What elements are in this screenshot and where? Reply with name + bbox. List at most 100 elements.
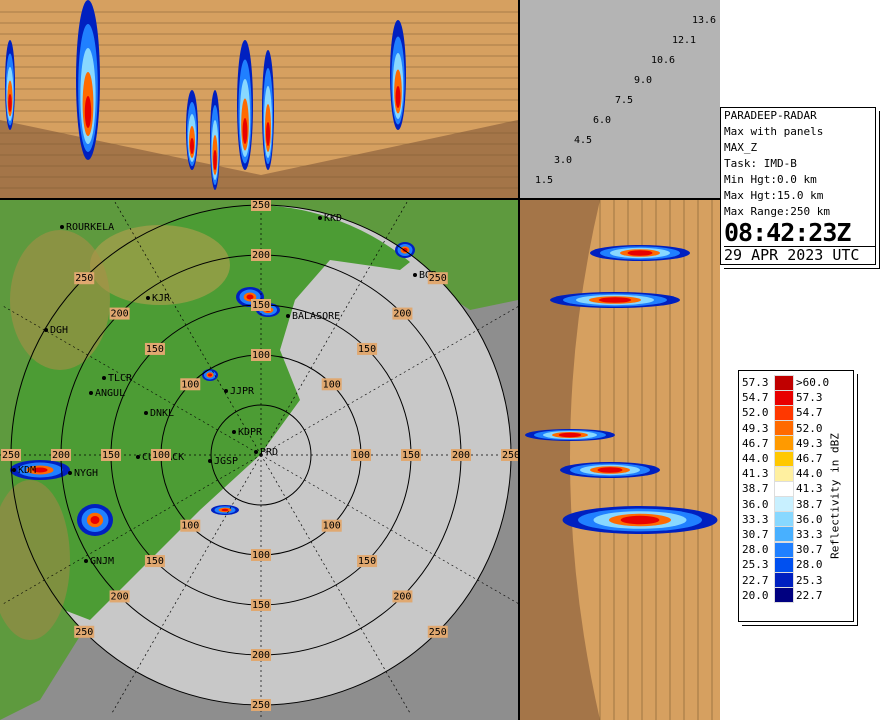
radial (113, 200, 262, 456)
station-label: DGH (50, 325, 68, 336)
radar-display: ROURKELAKKDBGRKJRBALASOREDGHTLCRANGULDNK… (0, 0, 720, 720)
legend-rows: 57.3 >60.0 54.7 57.3 52.0 54.7 49.3 52.0 46.7 49.… (742, 374, 830, 604)
legend-high: 46.7 (796, 452, 823, 466)
range-label-bg (251, 699, 271, 711)
elevation-angle: 9.0 (634, 75, 652, 86)
range-label-bg (351, 449, 371, 461)
legend-swatch (774, 572, 794, 589)
station-dot (136, 455, 140, 459)
range-label: 100 (181, 521, 199, 532)
legend-row: 28.0 30.7 (742, 541, 828, 558)
legend-low: 57.3 (742, 376, 769, 390)
range-label: 250 (75, 273, 93, 284)
range-label: 200 (393, 309, 411, 320)
range-label-bg (74, 272, 95, 285)
range-label: 250 (252, 700, 270, 711)
echo (620, 515, 660, 525)
elevation-angle: 4.5 (574, 135, 592, 146)
legend-swatch (774, 435, 794, 452)
legend-row: 33.3 36.0 (742, 511, 828, 528)
legend-low: 52.0 (742, 406, 769, 420)
legend-swatch (774, 389, 794, 406)
terrain (10, 230, 110, 370)
range-label: 200 (252, 250, 270, 261)
legend-low: 28.0 (742, 543, 769, 557)
legend-swatch (774, 404, 794, 421)
elevation-angle: 10.6 (651, 55, 675, 66)
legend-low: 33.3 (742, 512, 769, 526)
station-label: KKD (324, 213, 342, 224)
range-label-bg (151, 449, 171, 461)
range-label-bg (180, 378, 201, 391)
range-label: 100 (352, 450, 370, 461)
range-label-bg (427, 625, 448, 638)
station-dot (102, 376, 106, 380)
range-label: 150 (252, 300, 270, 311)
range-label: 100 (181, 379, 199, 390)
range-label: 150 (358, 344, 376, 355)
legend-swatch (774, 556, 794, 573)
info-line: Max Hgt:15.0 km (724, 189, 824, 202)
legend-row: 46.7 49.3 (742, 435, 828, 452)
legend-high: >60.0 (796, 376, 830, 390)
legend-high: 22.7 (796, 588, 823, 602)
legend-row: 30.7 33.3 (742, 526, 828, 543)
range-label-bg (357, 555, 378, 568)
range-label-bg (251, 549, 271, 561)
legend-swatch (774, 450, 794, 467)
legend-row: 49.3 52.0 (742, 420, 828, 437)
info-line: Max Range:250 km (724, 205, 830, 218)
range-label: 200 (111, 309, 129, 320)
echo (597, 467, 623, 473)
legend-high: 38.7 (796, 497, 823, 511)
station-dot (413, 273, 417, 277)
elevation-angle: 1.5 (535, 175, 553, 186)
radial (260, 454, 412, 715)
echo (558, 432, 582, 438)
legend-low: 38.7 (742, 482, 769, 496)
range-label: 250 (252, 200, 270, 211)
station-dot (12, 468, 16, 472)
legend-row: 54.7 57.3 (742, 389, 828, 406)
range-label: 200 (52, 450, 70, 461)
legend-high: 33.3 (796, 527, 823, 541)
legend-row: 44.0 46.7 (742, 450, 828, 467)
range-label-bg (401, 449, 421, 461)
range-label-bg (427, 272, 448, 285)
legend-low: 20.0 (742, 588, 769, 602)
range-label-bg (74, 625, 95, 638)
legend-row: 41.3 44.0 (742, 465, 828, 482)
station-dot (318, 216, 322, 220)
echo (84, 96, 92, 128)
range-label-bg (1, 449, 21, 461)
station-dot (144, 411, 148, 415)
station-dot (146, 296, 150, 300)
station-label: GNJM (90, 556, 114, 567)
legend-high: 28.0 (796, 558, 823, 572)
echo (190, 138, 194, 154)
legend-swatch (774, 374, 794, 391)
legend-high: 41.3 (796, 482, 823, 496)
radial (1, 454, 262, 606)
range-label-bg (109, 307, 130, 320)
legend-swatch (774, 511, 794, 528)
station-label: KDM (18, 465, 36, 476)
elevation-angle: 3.0 (554, 155, 572, 166)
radial (260, 200, 409, 456)
range-label-bg (180, 519, 201, 532)
terrain (0, 480, 70, 640)
echo (627, 250, 653, 256)
echo (208, 373, 212, 377)
range-label-bg (251, 200, 271, 211)
range-label: 200 (452, 450, 470, 461)
legend-high: 44.0 (796, 467, 823, 481)
info-line: Max with panels (724, 125, 824, 138)
range-label-bg (392, 590, 413, 603)
echo (246, 294, 254, 300)
radial (260, 454, 518, 604)
range-label-bg (251, 599, 271, 611)
range-label: 100 (152, 450, 170, 461)
range-label-bg (251, 249, 271, 261)
legend-low: 46.7 (742, 436, 769, 450)
range-label: 200 (252, 650, 270, 661)
